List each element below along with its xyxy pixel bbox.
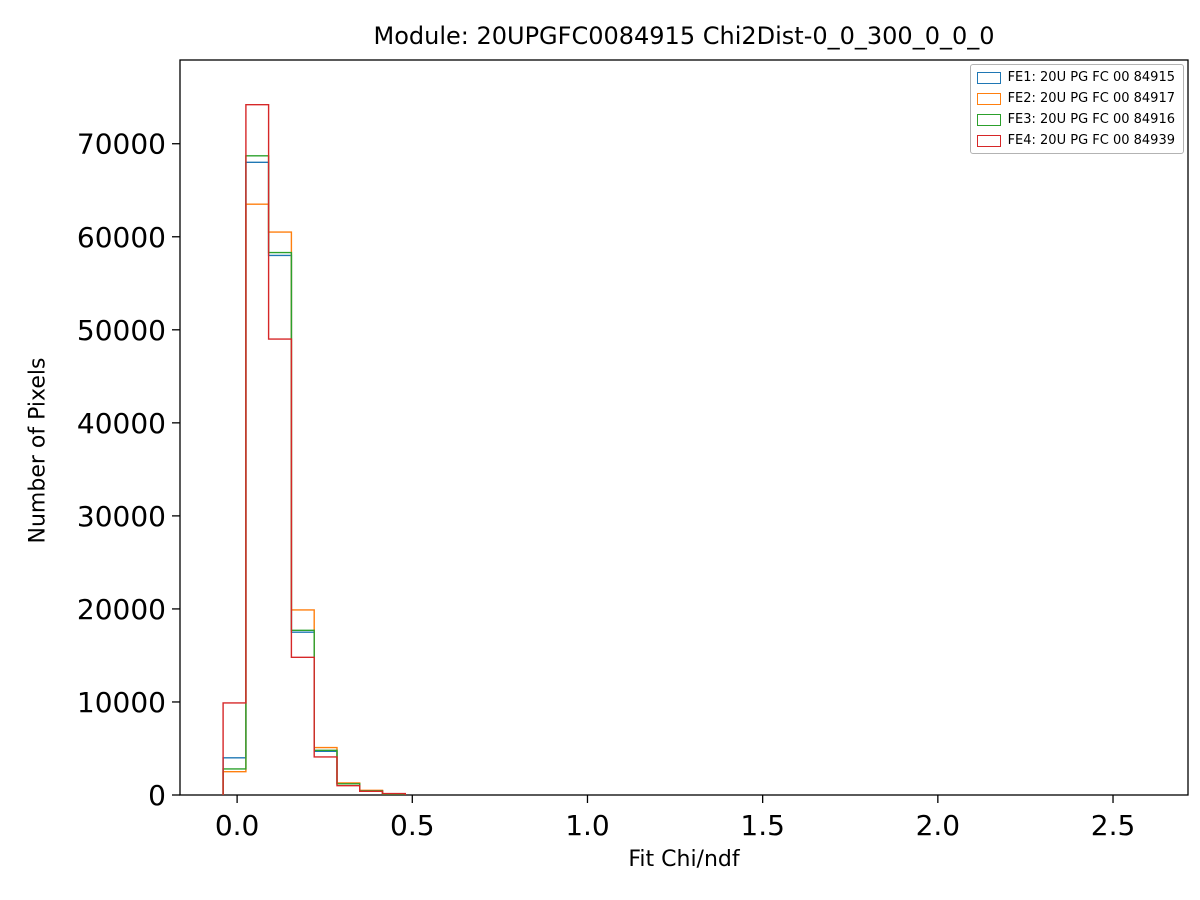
legend-item: FE4: 20U PG FC 00 84939 (976, 132, 1175, 149)
y-tick-label: 50000 (77, 314, 166, 347)
legend-item: FE3: 20U PG FC 00 84916 (976, 111, 1175, 128)
legend-swatch-icon (976, 71, 1001, 84)
legend-label: FE3: 20U PG FC 00 84916 (1007, 112, 1175, 127)
legend: FE1: 20U PG FC 00 84915 FE2: 20U PG FC 00… (969, 64, 1184, 154)
axes-spines (179, 59, 1189, 796)
y-tick-label: 0 (148, 779, 166, 812)
legend-swatch-icon (976, 134, 1001, 147)
x-tick-label: 0.5 (390, 809, 435, 842)
x-tick-label: 1.0 (565, 809, 610, 842)
legend-label: FE4: 20U PG FC 00 84939 (1007, 133, 1175, 148)
legend-label: FE1: 20U PG FC 00 84915 (1007, 70, 1175, 85)
legend-swatch-icon (976, 113, 1001, 126)
x-tick-label: 2.0 (916, 809, 961, 842)
legend-item: FE2: 20U PG FC 00 84917 (976, 90, 1175, 107)
y-tick-label: 20000 (77, 593, 166, 626)
x-tick-label: 1.5 (740, 809, 785, 842)
y-tick-label: 10000 (77, 686, 166, 719)
x-tick-label: 0.0 (215, 809, 260, 842)
y-tick-label: 70000 (77, 128, 166, 161)
chart-title: Module: 20UPGFC0084915 Chi2Dist-0_0_300_… (373, 22, 995, 50)
x-axis-label: Fit Chi/ndf (628, 847, 740, 872)
y-tick-label: 40000 (77, 407, 166, 440)
x-tick-label: 2.5 (1091, 809, 1136, 842)
legend-item: FE1: 20U PG FC 00 84915 (976, 69, 1175, 86)
hist-series-fe4 (222, 104, 406, 795)
y-tick-label: 30000 (77, 500, 166, 533)
legend-label: FE2: 20U PG FC 00 84917 (1007, 91, 1175, 106)
legend-swatch-icon (976, 92, 1001, 105)
y-tick-label: 60000 (77, 221, 166, 254)
